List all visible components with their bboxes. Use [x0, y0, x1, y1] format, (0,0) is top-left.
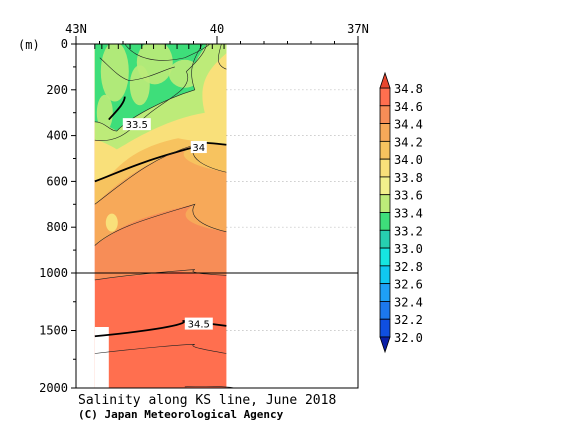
- patch-33.6-33.8-2: [129, 65, 150, 106]
- station-ticks: [94, 44, 225, 49]
- colorbar-swatch-7: [379, 212, 391, 231]
- x-tick-label-40: 40: [210, 22, 224, 36]
- contour-label-34.5: 34.5: [188, 320, 210, 331]
- colorbar-level-32.2: 32.2: [394, 313, 423, 327]
- colorbar-swatch-12: [379, 301, 391, 320]
- contour-thin-1: [94, 203, 227, 246]
- patch-33.6-33.8-0: [100, 44, 129, 102]
- colorbar-over-triangle: [379, 71, 391, 89]
- colorbar-level-32.4: 32.4: [394, 295, 423, 309]
- contour-thin-7: [124, 44, 211, 61]
- colorbar-level-33.0: 33.0: [394, 242, 423, 256]
- colorbar-level-34.4: 34.4: [394, 118, 423, 132]
- colorbar-swatch-10: [379, 265, 391, 285]
- colorbar-swatch-8: [379, 229, 391, 249]
- y-tick-label-1500: 1500: [39, 324, 68, 338]
- colorbar-level-34.8: 34.8: [394, 82, 423, 96]
- contour-thin-5: [94, 44, 207, 141]
- contour-thin-9: [217, 44, 227, 70]
- contour-thin-6: [94, 44, 203, 132]
- chart-credit: (C) Japan Meteorological Agency: [78, 408, 284, 421]
- colorbar-level-32.6: 32.6: [394, 278, 423, 292]
- y-tick-label-0: 0: [61, 37, 68, 51]
- colorbar-level-32.0: 32.0: [394, 331, 423, 345]
- colorbar-swatch-3: [379, 140, 391, 160]
- salinity-fill-layer: [94, 44, 227, 388]
- chart-title: Salinity along KS line, June 2018: [78, 393, 336, 408]
- colorbar-level-32.8: 32.8: [394, 260, 423, 274]
- bottom-gap: [94, 327, 109, 388]
- y-tick-label-400: 400: [46, 129, 68, 143]
- grid-layer: [76, 89, 358, 331]
- patch-33.6-33.8-3: [168, 59, 201, 88]
- contour-label-bg-34: [190, 141, 207, 154]
- y-tick-label-600: 600: [46, 174, 68, 188]
- y-tick-label-2000: 2000: [39, 381, 68, 395]
- x-tick-label-43: 43N: [65, 22, 87, 36]
- colorbar-swatch-1: [379, 105, 391, 124]
- colorbar-swatch-11: [379, 283, 391, 302]
- colorbar-swatch-9: [379, 247, 391, 267]
- colorbar-swatch-6: [379, 194, 391, 213]
- colorbar-swatch-0: [379, 87, 391, 107]
- y-tick-label-1000: 1000: [39, 266, 68, 280]
- contour-thin-3: [94, 344, 227, 354]
- colorbar-level-33.2: 33.2: [394, 224, 423, 238]
- colorbar-level-34.0: 34.0: [394, 153, 423, 167]
- colorbar-level-34.6: 34.6: [394, 100, 423, 114]
- colorbar-level-33.6: 33.6: [394, 189, 423, 203]
- contour-33.5: [108, 96, 126, 121]
- contour-label-34: 34: [192, 143, 205, 154]
- colorbar-swatch-4: [379, 158, 391, 178]
- patch-33.6-33.8-4: [96, 94, 113, 131]
- contour-thin-2: [94, 269, 227, 281]
- contour-label-33.5: 33.5: [126, 120, 148, 131]
- colorbar-swatch-13: [379, 318, 391, 338]
- y-tick-label-800: 800: [46, 220, 68, 234]
- colorbar: 34.8 34.6 34.4 34.2 34.0 33.8 33.6 33.4 33.2 33.0…: [379, 71, 423, 354]
- colorbar-swatch-5: [379, 176, 391, 196]
- contour-thin-8: [99, 57, 175, 81]
- y-tick-label-200: 200: [46, 83, 68, 97]
- contour-label-bg-33.5: [122, 118, 151, 131]
- colorbar-level-33.8: 33.8: [394, 171, 423, 185]
- patch-33.8-34.0-deep: [105, 213, 118, 232]
- colorbar-swatch-2: [379, 123, 391, 142]
- colorbar-under-triangle: [379, 336, 391, 354]
- axes: 43N 40 37N 0 200 400 600 800 1000 1500 2000: [39, 22, 369, 395]
- colorbar-level-34.2: 34.2: [394, 135, 423, 149]
- x-tick-label-37: 37N: [347, 22, 369, 36]
- contour-thin-0: [94, 144, 227, 205]
- contour-label-bg-34.5: [184, 317, 213, 330]
- contour-labels: 33.5 34 34.5: [122, 118, 213, 331]
- y-unit-label: (m): [18, 38, 40, 52]
- colorbar-level-33.4: 33.4: [394, 207, 423, 221]
